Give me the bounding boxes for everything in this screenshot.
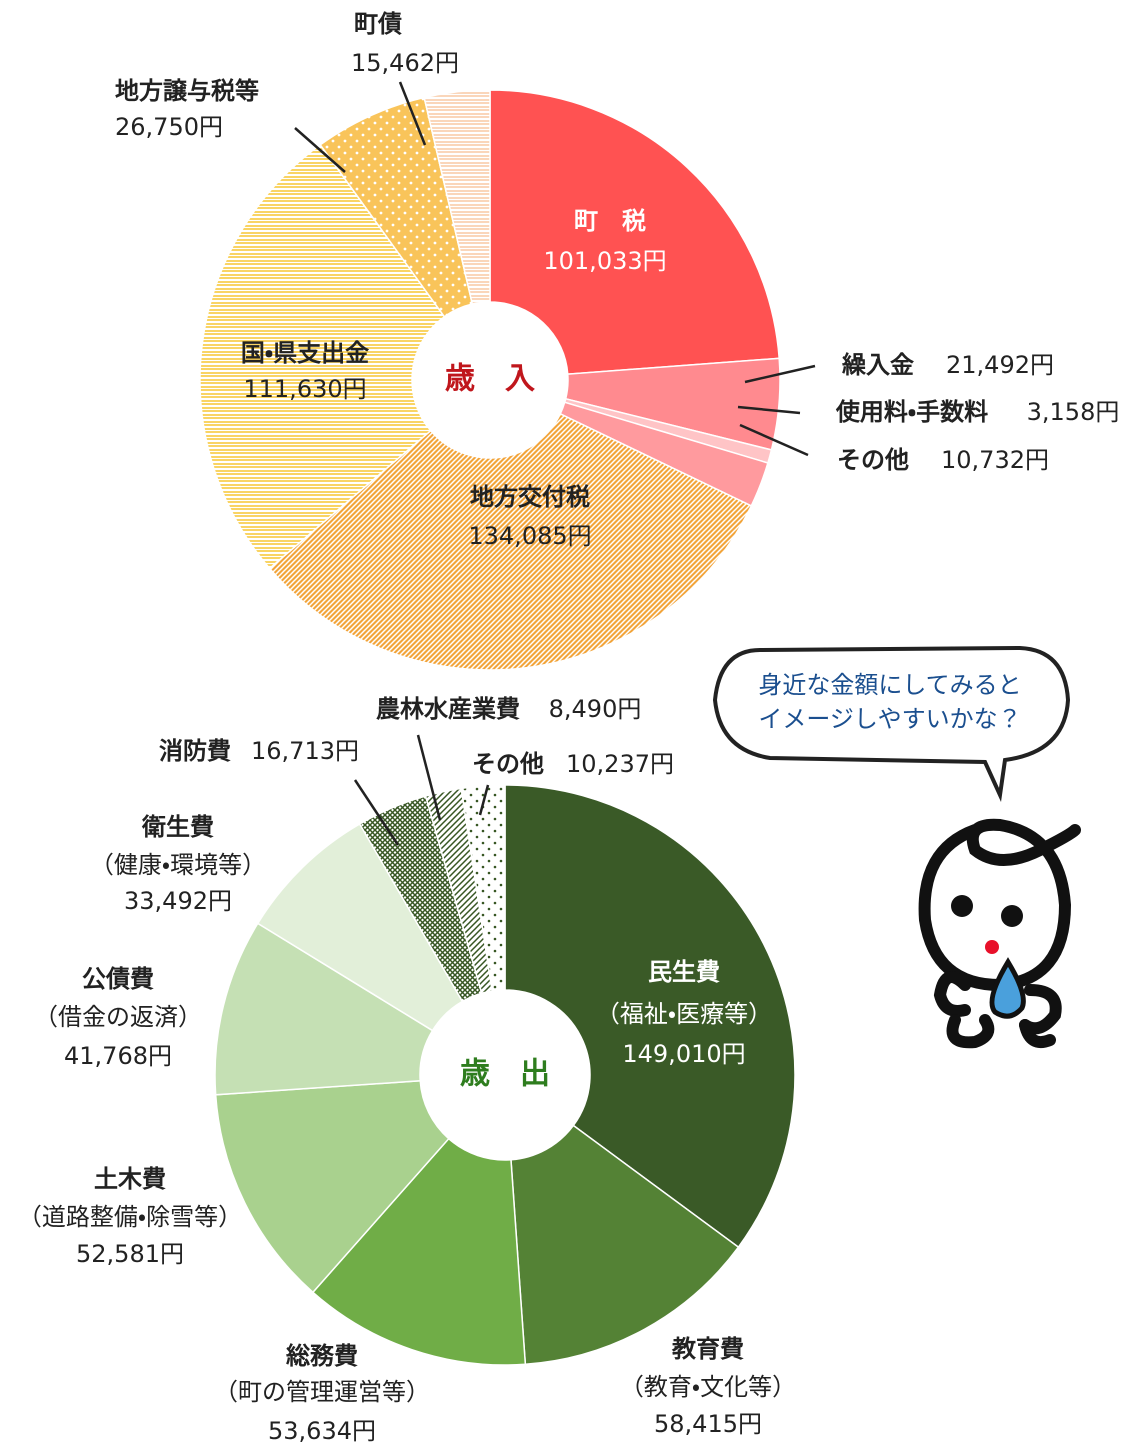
bubble-text: 身近な金額にしてみると: [758, 671, 1021, 699]
value-label: 53,634円: [268, 1417, 376, 1444]
category-label: 公債費: [82, 965, 154, 993]
bubble-text: イメージしやすいかな？: [758, 705, 1021, 733]
category-label: 地方譲与税等: [115, 77, 259, 105]
category-label: 使用料・手数料: [835, 398, 988, 426]
category-label: その他: [837, 446, 909, 474]
value-label: 10,237円: [566, 750, 674, 778]
value-label: 16,713円: [251, 737, 359, 765]
category-note: （健康・環境等）: [90, 851, 266, 879]
category-note: （町の管理運営等）: [214, 1378, 430, 1406]
value-label: 52,581円: [76, 1240, 184, 1268]
category-label: 土木費: [94, 1165, 166, 1193]
value-label: 111,630円: [243, 375, 366, 403]
category-label: 国・県支出金: [241, 339, 369, 367]
category-label: 教育費: [671, 1335, 744, 1363]
category-label: 総務費: [286, 1342, 358, 1370]
chart: 身近な金額にしてみると イメージしやすいかな？ 歳 入 町 税 101,033円繰入…: [0, 0, 1141, 1444]
page: 身近な金額にしてみると イメージしやすいかな？ 歳 入 町 税 101,033円繰入…: [0, 0, 1141, 1444]
category-label: 地方交付税: [470, 483, 590, 511]
category-label: 繰入金: [842, 351, 914, 379]
value-label: 134,085円: [468, 522, 591, 550]
value-label: 10,732円: [941, 446, 1049, 474]
category-note: （道路整備・除雪等）: [18, 1203, 242, 1231]
category-note: （福祉・医療等）: [596, 1000, 772, 1028]
value-label: 3,158円: [1027, 398, 1120, 426]
value-label: 26,750円: [115, 113, 223, 141]
category-label: 町債: [354, 10, 402, 38]
category-note: （借金の返済）: [34, 1003, 202, 1031]
category-label: 民生費: [648, 958, 720, 986]
category-label: 衛生費: [141, 813, 214, 841]
category-note: （教育・文化等）: [620, 1373, 796, 1401]
category-label: その他: [472, 750, 544, 778]
value-label: 41,768円: [64, 1042, 172, 1070]
value-label: 33,492円: [124, 887, 232, 915]
speech-bubble: 身近な金額にしてみると イメージしやすいかな？: [715, 648, 1068, 795]
value-label: 149,010円: [622, 1040, 745, 1068]
category-label: 農林水産業費: [376, 695, 520, 723]
center-label: 歳 出: [460, 1057, 550, 1092]
mascot: [925, 825, 1075, 1043]
value-label: 15,462円: [351, 49, 459, 77]
value-label: 58,415円: [654, 1410, 762, 1438]
value-label: 101,033円: [543, 247, 666, 275]
category-label: 町 税: [574, 207, 646, 235]
category-label: 消防費: [159, 737, 231, 765]
value-label: 8,490円: [549, 695, 642, 723]
value-label: 21,492円: [946, 351, 1054, 379]
center-label: 歳 入: [445, 362, 535, 397]
